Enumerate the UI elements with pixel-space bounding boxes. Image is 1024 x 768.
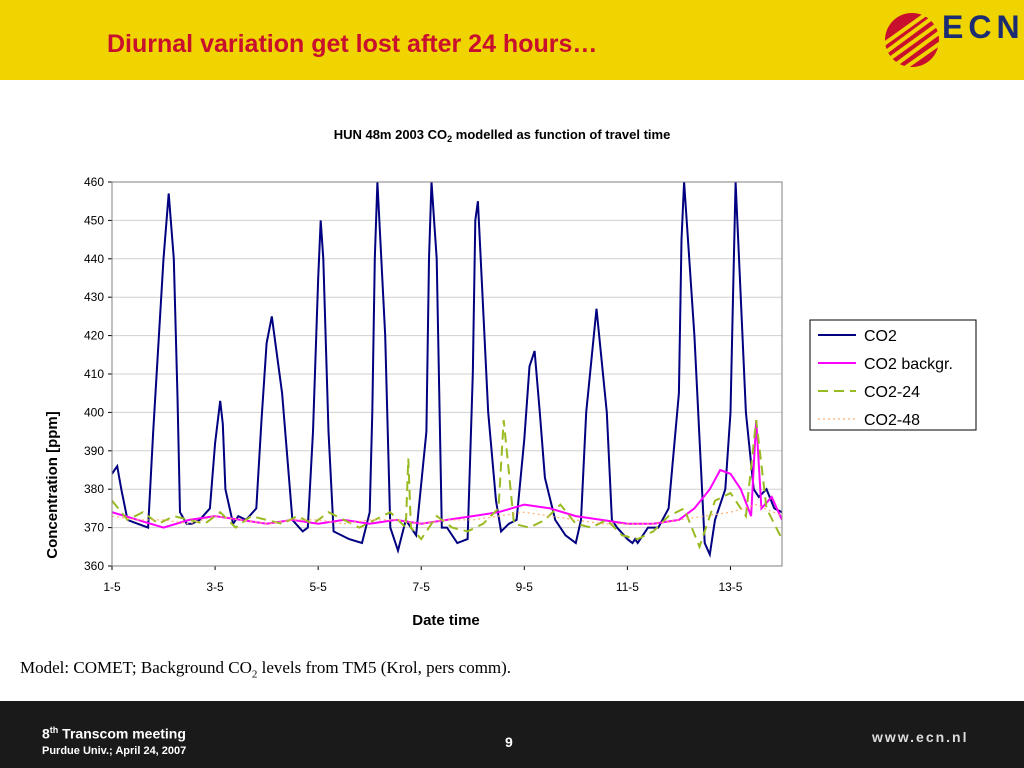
series-line-2 (112, 420, 782, 529)
y-tick-label: 410 (84, 367, 104, 381)
y-tick-label: 380 (84, 482, 104, 496)
y-tick-label: 360 (84, 559, 104, 573)
x-tick-label: 1-5 (103, 580, 121, 594)
footer-meeting-rest: Transcom meeting (58, 725, 186, 742)
series-line-4 (112, 503, 782, 525)
x-tick-label: 7-5 (413, 580, 431, 594)
y-tick-label: 450 (84, 213, 104, 227)
caption-sub: 2 (251, 668, 258, 681)
caption: Model: COMET; Background CO2 levels from… (20, 658, 511, 680)
footer-url: www.ecn.nl (872, 729, 969, 745)
x-tick-label: 9-5 (516, 580, 534, 594)
page-number: 9 (505, 734, 513, 750)
header-bar: Diurnal variation get lost after 24 hour… (0, 0, 1024, 80)
x-tick-label: 5-5 (309, 580, 327, 594)
chart-title: HUN 48m 2003 CO2 modelled as function of… (334, 127, 671, 144)
chart-title-prefix: HUN 48m 2003 CO (334, 127, 447, 142)
chart: HUN 48m 2003 CO2 modelled as function of… (44, 127, 977, 629)
legend-label-4: CO2-48 (864, 412, 920, 429)
y-tick-label: 460 (84, 175, 104, 189)
y-tick-label: 390 (84, 444, 104, 458)
x-axis-label: Date time (412, 612, 480, 629)
legend-box (809, 319, 977, 431)
x-tick-label: 11-5 (616, 580, 639, 594)
x-tick-label: 13-5 (718, 580, 742, 594)
slide-title: Diurnal variation get lost after 24 hour… (107, 30, 598, 58)
y-tick-label: 440 (84, 252, 104, 266)
x-tick-label: 3-5 (206, 580, 224, 594)
y-tick-label: 400 (84, 405, 104, 419)
series-line-1 (112, 182, 782, 559)
plot-area: 360 370 380 390 400 410 420 430 440 450 460 1-5 3-5 5… (84, 175, 783, 594)
legend-label-2: CO2 backgr. (864, 356, 953, 373)
footer-bar: 8th Transcom meeting Purdue Univ.; April… (0, 701, 1024, 768)
series-line-3 (112, 419, 782, 550)
y-tick-label: 370 (84, 521, 104, 535)
ecn-logo (882, 12, 944, 68)
legend-label-3: CO2-24 (864, 384, 920, 401)
legend: CO2 CO2 backgr. CO2-24 CO2-48 (809, 319, 977, 431)
caption-suffix: levels from TM5 (Krol, pers comm). (257, 658, 512, 677)
y-tick-label: 420 (84, 329, 104, 343)
footer-meeting-num: 8 (42, 725, 50, 742)
caption-prefix: Model: COMET; Background CO (20, 658, 252, 677)
ecn-logo-mark-icon (882, 12, 944, 68)
y-tick-label: 430 (84, 290, 104, 304)
footer-meeting: 8th Transcom meeting (42, 725, 186, 742)
footer-venue: Purdue Univ.; April 24, 2007 (42, 745, 187, 757)
chart-title-suffix: modelled as function of travel time (452, 127, 670, 142)
y-axis-label: Concentration [ppm] (44, 411, 61, 559)
legend-label-1: CO2 (864, 328, 897, 345)
footer-meeting-sup: th (49, 725, 59, 735)
plot-frame (111, 181, 783, 567)
chart-title-sub: 2 (447, 134, 452, 144)
logo-text: ECN (942, 9, 1024, 45)
